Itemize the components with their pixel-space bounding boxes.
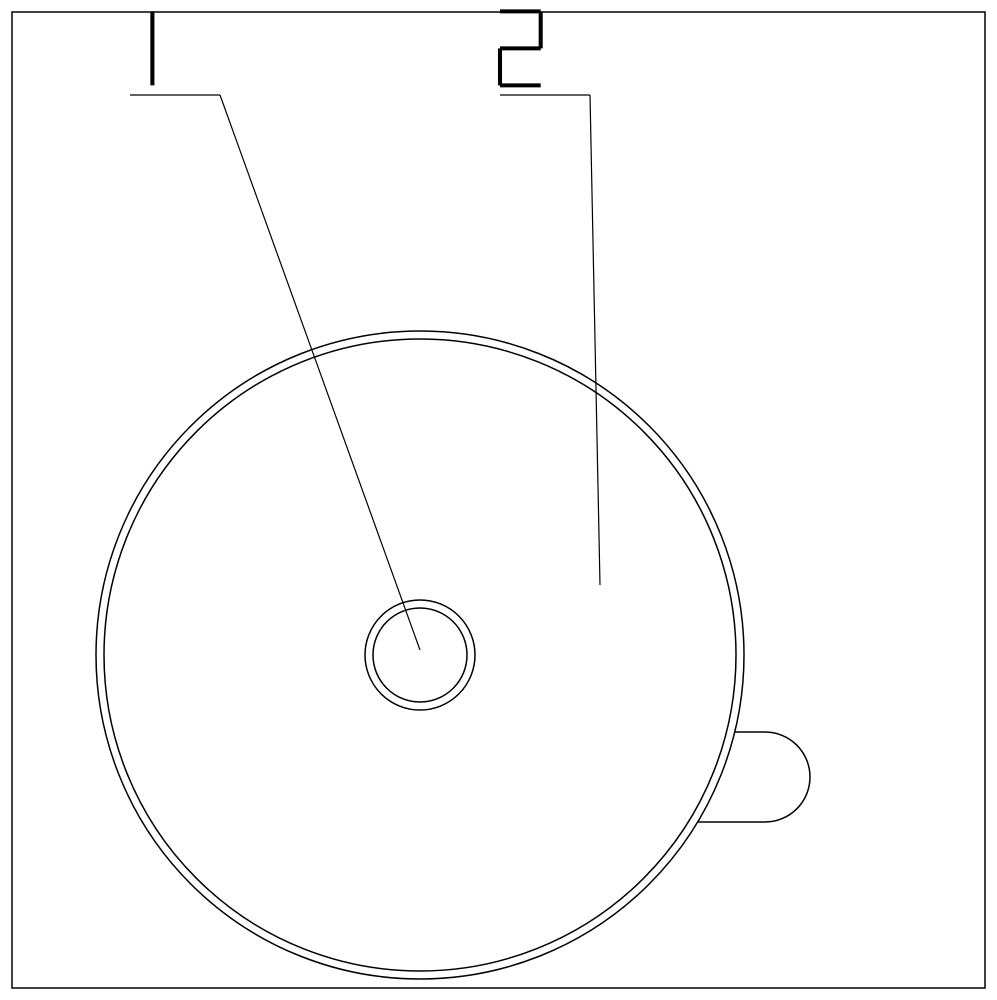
diagram-canvas: 12 [0, 0, 997, 1000]
outer-circle-outer [96, 331, 744, 979]
